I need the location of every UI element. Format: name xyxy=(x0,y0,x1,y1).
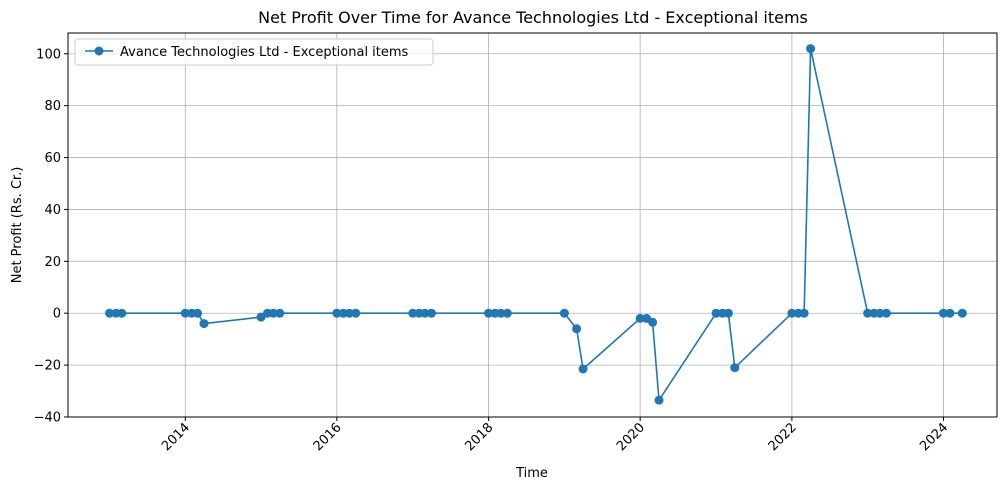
y-tick-label: −40 xyxy=(34,411,61,426)
data-point xyxy=(559,308,569,318)
data-point xyxy=(957,308,967,318)
data-point xyxy=(938,308,948,318)
legend-marker-swatch xyxy=(94,46,104,56)
data-point xyxy=(806,44,816,54)
data-point xyxy=(268,308,278,318)
chart-title: Net Profit Over Time for Avance Technolo… xyxy=(258,8,808,27)
y-tick-label: −20 xyxy=(34,359,61,374)
data-point xyxy=(408,308,418,318)
data-point xyxy=(496,308,506,318)
data-point xyxy=(875,308,885,318)
y-tick-label: 100 xyxy=(36,47,61,62)
data-point xyxy=(180,308,190,318)
legend-box xyxy=(74,38,434,66)
data-point xyxy=(711,308,721,318)
legend: Avance Technologies Ltd - Exceptional it… xyxy=(74,38,434,66)
data-point xyxy=(484,308,494,318)
data-point xyxy=(578,364,588,374)
series-layer xyxy=(105,44,967,405)
y-tick-label: 80 xyxy=(44,99,61,114)
data-point xyxy=(799,308,809,318)
data-point xyxy=(332,308,342,318)
data-point xyxy=(420,308,430,318)
data-point xyxy=(881,308,891,318)
plot-frame xyxy=(67,32,998,418)
y-tick-label: 40 xyxy=(44,203,61,218)
data-point xyxy=(502,308,512,318)
data-point xyxy=(648,317,658,327)
data-point xyxy=(275,308,285,318)
data-point xyxy=(193,308,203,318)
x-axis-label: Time xyxy=(515,466,548,481)
data-point xyxy=(635,313,645,323)
data-point xyxy=(117,308,127,318)
data-point xyxy=(344,308,354,318)
data-point xyxy=(723,308,733,318)
y-tick-label: 0 xyxy=(53,307,61,322)
data-point xyxy=(105,308,115,318)
data-point xyxy=(654,395,664,405)
data-point xyxy=(945,308,955,318)
data-point xyxy=(427,308,437,318)
data-point xyxy=(199,319,209,329)
legend-label: Avance Technologies Ltd - Exceptional it… xyxy=(120,45,409,60)
y-axis-label: Net Profit (Rs. Cr.) xyxy=(10,167,25,284)
y-tick-label: 60 xyxy=(44,151,61,166)
data-point xyxy=(351,308,361,318)
data-point xyxy=(572,324,582,334)
data-point xyxy=(787,308,797,318)
y-tick-label: 20 xyxy=(44,255,61,270)
data-point xyxy=(730,363,740,373)
data-point xyxy=(863,308,873,318)
